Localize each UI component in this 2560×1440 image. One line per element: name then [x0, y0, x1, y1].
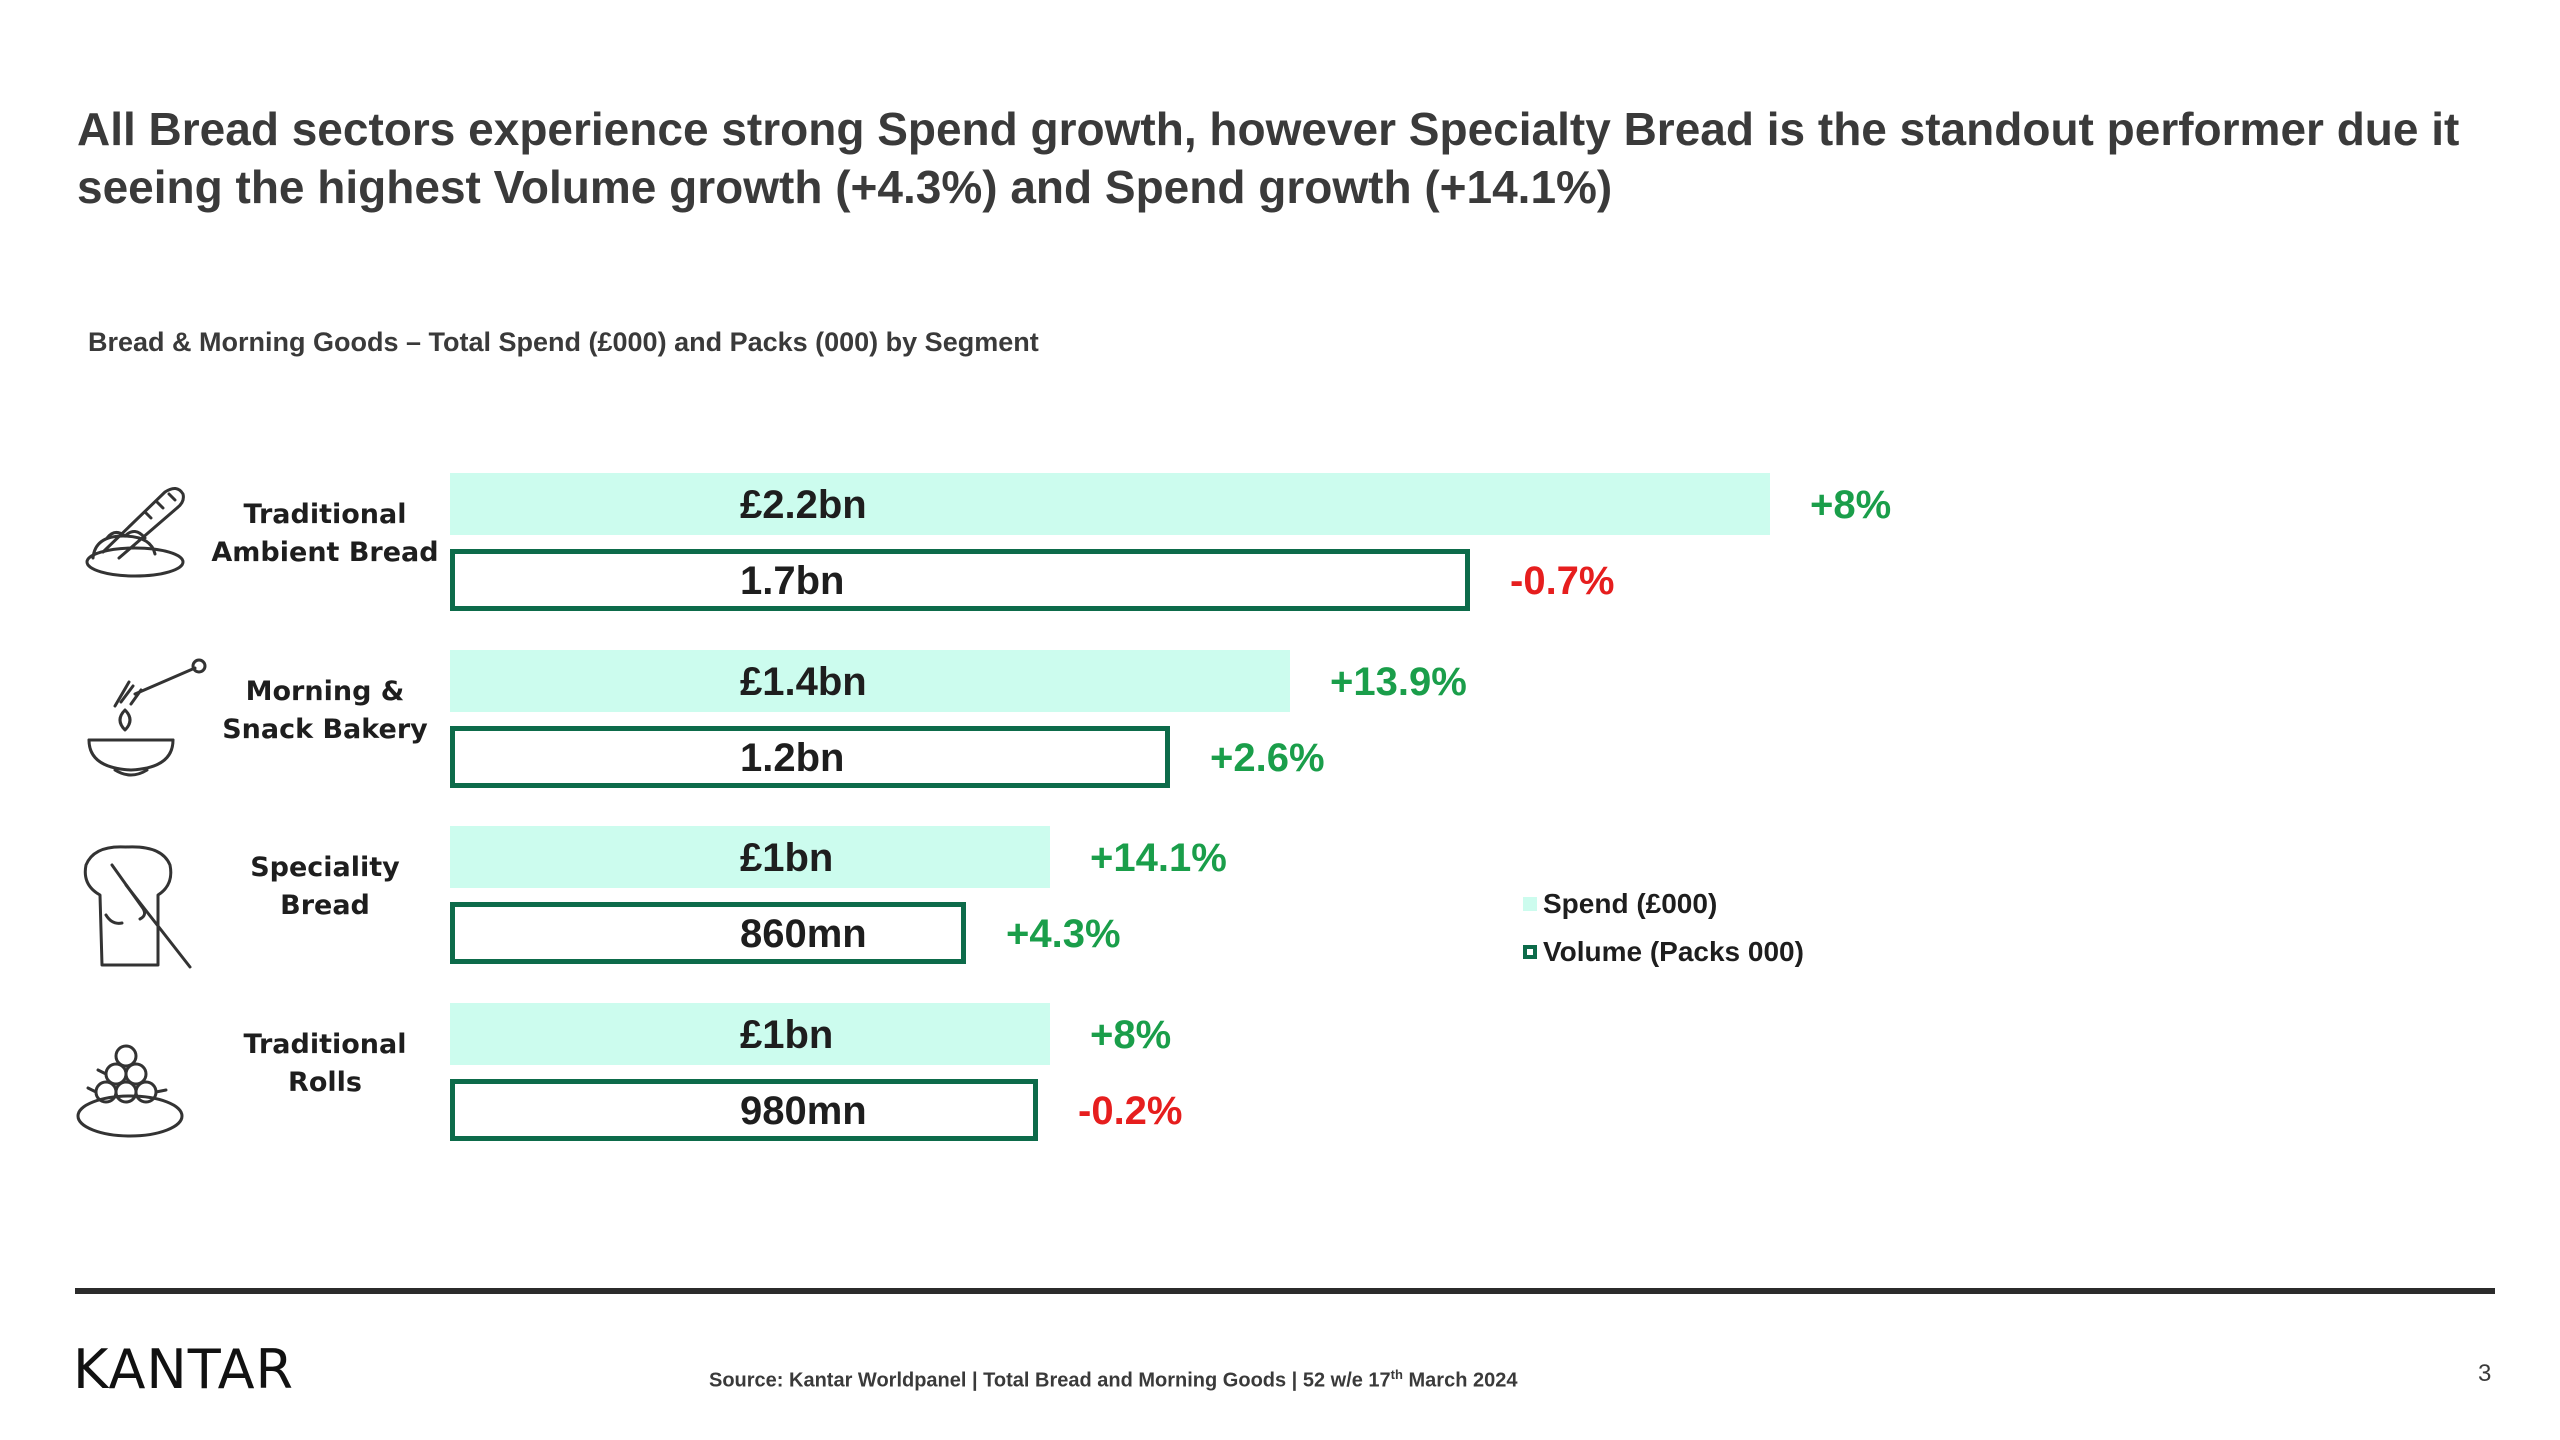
- chart-legend: Spend (£000) Volume (Packs 000): [1523, 880, 1804, 976]
- bar-spend-speciality-bread: [450, 826, 1050, 888]
- honey-dipper-bowl-icon: [87, 658, 207, 777]
- bar-spend-traditional-rolls: [450, 1003, 1050, 1065]
- legend-item-volume: Volume (Packs 000): [1523, 928, 1804, 976]
- growth-label-spend-traditional-rolls: +8%: [1090, 1013, 1171, 1057]
- segment-label-line: Rolls: [288, 1067, 362, 1098]
- bar-volume-morning-snack-bakery: [450, 726, 1170, 788]
- segment-label-traditional-ambient-bread: Traditional Ambient Bread: [211, 499, 438, 568]
- bar-volume-traditional-rolls: [450, 1079, 1038, 1141]
- value-label-volume-speciality-bread: 860mn: [740, 912, 867, 956]
- source-note: Source: Kantar Worldpanel | Total Bread …: [709, 1367, 1517, 1393]
- bar-chart: Traditional Ambient Bread Morning & Snack B…: [76, 473, 1891, 1141]
- growth-label-volume-speciality-bread: +4.3%: [1006, 912, 1121, 956]
- bar-spend-morning-snack-bakery: [450, 650, 1290, 712]
- slide-headline: All Bread sectors experience strong Spen…: [77, 103, 2460, 213]
- bar-volume-speciality-bread: [450, 902, 966, 964]
- growth-label-spend-morning-snack-bakery: +13.9%: [1330, 660, 1467, 704]
- value-label-spend-speciality-bread: £1bn: [740, 836, 833, 880]
- bar-volume-traditional-ambient-bread: [450, 549, 1470, 611]
- growth-label-volume-morning-snack-bakery: +2.6%: [1210, 736, 1325, 780]
- legend-item-spend: Spend (£000): [1523, 880, 1804, 928]
- growth-label-volume-traditional-rolls: -0.2%: [1078, 1089, 1183, 1133]
- segment-label-line: Traditional: [244, 1029, 407, 1060]
- bread-loaf-icon: [85, 487, 185, 578]
- legend-label-spend: Spend (£000): [1543, 888, 1718, 919]
- growth-label-spend-speciality-bread: +14.1%: [1090, 836, 1227, 880]
- segment-label-line: Snack Bakery: [222, 714, 428, 745]
- source-text: Source: Kantar Worldpanel | Total Bread …: [709, 1369, 1391, 1392]
- segment-label-line: Ambient Bread: [211, 537, 438, 568]
- bread-slice-knife-icon: [83, 845, 192, 969]
- chart-title: Bread & Morning Goods – Total Spend (£00…: [88, 327, 1039, 357]
- segment-label-morning-snack-bakery: Morning & Snack Bakery: [222, 676, 428, 745]
- source-text-end: March 2024: [1402, 1369, 1518, 1392]
- segment-label-line: Morning &: [246, 676, 405, 707]
- rolls-plate-icon: [76, 1044, 184, 1138]
- value-label-spend-traditional-rolls: £1bn: [740, 1013, 833, 1057]
- segment-label-line: Speciality: [250, 852, 400, 883]
- page-number: 3: [2478, 1360, 2492, 1387]
- value-label-volume-traditional-rolls: 980mn: [740, 1089, 867, 1133]
- value-label-volume-traditional-ambient-bread: 1.7bn: [740, 559, 844, 603]
- legend-label-volume: Volume (Packs 000): [1543, 936, 1804, 967]
- value-label-spend-morning-snack-bakery: £1.4bn: [740, 660, 867, 704]
- segment-label-speciality-bread: Speciality Bread: [250, 852, 400, 921]
- legend-swatch-volume: [1523, 945, 1537, 959]
- legend-swatch-spend: [1523, 897, 1537, 911]
- growth-label-volume-traditional-ambient-bread: -0.7%: [1510, 559, 1615, 603]
- segment-label-line: Traditional: [244, 499, 407, 530]
- segment-label-line: Bread: [280, 890, 370, 921]
- bar-spend-traditional-ambient-bread: [450, 473, 1770, 535]
- growth-label-spend-traditional-ambient-bread: +8%: [1810, 483, 1891, 527]
- segment-label-traditional-rolls: Traditional Rolls: [244, 1029, 407, 1098]
- value-label-spend-traditional-ambient-bread: £2.2bn: [740, 483, 867, 527]
- kantar-logo: KANTAR: [73, 1338, 295, 1401]
- source-superscript: th: [1390, 1367, 1403, 1382]
- footer-divider: [75, 1288, 2495, 1294]
- value-label-volume-morning-snack-bakery: 1.2bn: [740, 736, 844, 780]
